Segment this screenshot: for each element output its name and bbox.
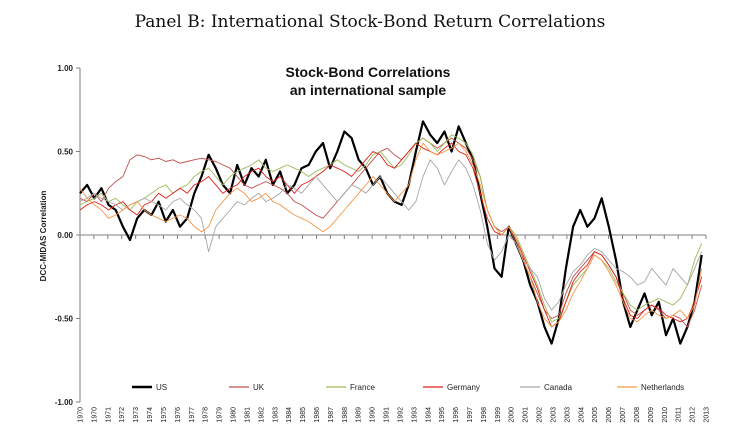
x-tick-label: 2006 xyxy=(606,407,613,423)
x-tick-label: 2011 xyxy=(676,407,683,422)
chart-title-line-2: an international sample xyxy=(290,82,447,98)
series-line-canada xyxy=(79,159,703,311)
x-tick-label: 1970 xyxy=(78,407,85,423)
x-tick-label: 2001 xyxy=(523,407,530,423)
series-line-germany xyxy=(79,142,703,328)
y-tick-label: 0.50 xyxy=(57,148,73,157)
panel-caption: Panel B: International Stock-Bond Return… xyxy=(134,12,606,32)
x-tick-label: 1994 xyxy=(425,407,432,423)
x-tick-label: 1996 xyxy=(453,407,460,423)
x-tick-label: 1986 xyxy=(314,407,321,423)
x-tick-label: 2002 xyxy=(537,407,544,423)
legend: US UK France Germany Canada Netherlands xyxy=(132,383,684,392)
x-tick-label: 1972 xyxy=(119,407,126,423)
x-tick-label: 1992 xyxy=(397,407,404,423)
x-tick-label: 1975 xyxy=(161,407,168,423)
x-tick-label: 1981 xyxy=(244,407,251,423)
x-tick-label: 2004 xyxy=(578,407,585,423)
x-tick-label: 2003 xyxy=(550,407,557,423)
legend-label-germany: Germany xyxy=(447,383,480,392)
x-tick-label: 1979 xyxy=(217,407,224,423)
x-tick-label: 2005 xyxy=(592,407,599,423)
x-tick-label: 1988 xyxy=(342,407,349,423)
x-tick-label: 2007 xyxy=(620,407,627,423)
x-tick-label: 1971 xyxy=(105,407,112,423)
series-line-netherlands xyxy=(79,142,703,328)
x-tick-label: 1983 xyxy=(272,407,279,423)
series-lines xyxy=(79,120,703,345)
x-tick-label: 1987 xyxy=(328,407,335,423)
x-tick-label: 1999 xyxy=(495,407,502,423)
x-tick-label: 2012 xyxy=(690,407,697,423)
y-tick-label: -1.00 xyxy=(55,398,74,407)
legend-label-netherlands: Netherlands xyxy=(641,383,684,392)
x-tick-label: 1978 xyxy=(203,407,210,423)
x-tick-label: 2000 xyxy=(509,407,516,423)
x-tick-label: 1984 xyxy=(286,407,293,423)
x-tick-label: 1974 xyxy=(147,407,154,423)
series-line-us xyxy=(79,120,703,345)
legend-label-france: France xyxy=(350,383,375,392)
x-tick-label: 1973 xyxy=(133,407,140,423)
y-tick-label: 1.00 xyxy=(57,64,73,73)
x-tick-label: 1990 xyxy=(370,407,377,423)
legend-label-canada: Canada xyxy=(544,383,573,392)
x-tick-label: 2013 xyxy=(704,407,711,423)
legend-label-uk: UK xyxy=(253,383,265,392)
x-tick-label: 1976 xyxy=(175,407,182,423)
x-tick-label: 2009 xyxy=(648,407,655,423)
x-tick-label: 1980 xyxy=(231,407,238,423)
x-tick-label: 1985 xyxy=(300,407,307,423)
chart-title-line-1: Stock-Bond Correlations xyxy=(286,64,451,80)
y-axis-label: DCC-MIDAS Correlation xyxy=(39,191,48,282)
x-tick-label: 1993 xyxy=(411,407,418,423)
y-tick-label: 0.00 xyxy=(57,231,73,240)
x-tick-label: 1997 xyxy=(467,407,474,423)
x-tick-label: 1989 xyxy=(356,407,363,423)
x-tick-label: 2003 xyxy=(564,407,571,423)
x-tick-label: 1995 xyxy=(439,407,446,423)
x-tick-label: 1991 xyxy=(384,407,391,423)
x-tick-label: 1982 xyxy=(258,407,265,423)
y-tick-label: -0.50 xyxy=(55,315,74,324)
x-tick-label: 1970 xyxy=(91,407,98,423)
x-tick-label: 2010 xyxy=(662,407,669,423)
x-tick-label: 1998 xyxy=(481,407,488,423)
x-tick-label: 1977 xyxy=(189,407,196,423)
legend-label-us: US xyxy=(156,383,167,392)
x-tick-label: 2008 xyxy=(634,407,641,423)
